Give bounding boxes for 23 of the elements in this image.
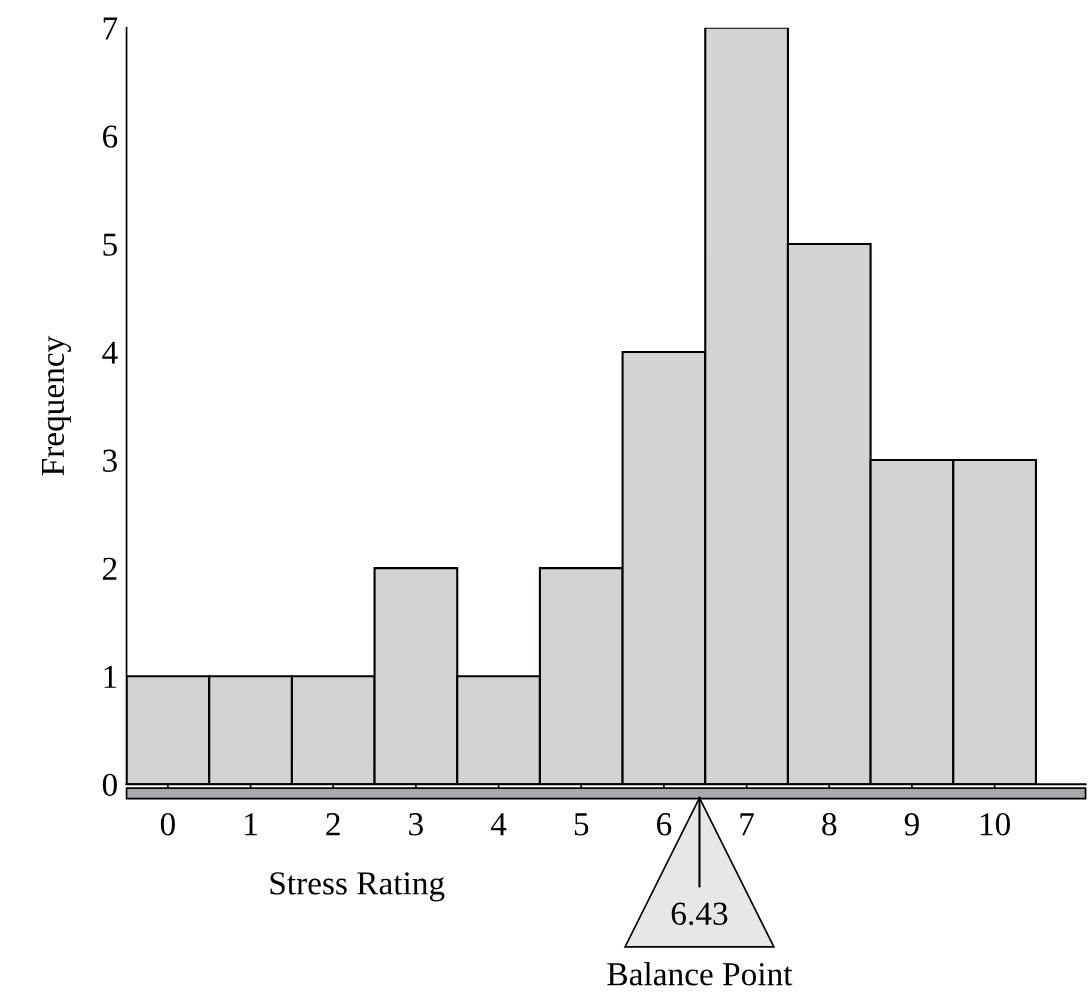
x-tick-label: 1 (245, 813, 257, 836)
x-tick-label: 0 (160, 813, 175, 836)
x-tick-label: 4 (490, 813, 507, 836)
x-tick-label: 10 (980, 813, 1010, 836)
y-tick-label: 5 (103, 233, 117, 256)
x-tick-label: 7 (740, 813, 754, 836)
y-tick-label: 4 (102, 341, 118, 364)
y-tick-label: 2 (103, 557, 117, 580)
y-axis-title: Frequency (41, 335, 71, 476)
ref-line-label: 6.43 (671, 902, 728, 926)
y-tick-label: 6 (102, 125, 118, 148)
x-tick-label: 8 (822, 813, 837, 836)
x-tick-label: 3 (409, 813, 423, 836)
x-tick-label: 2 (326, 813, 340, 836)
y-tick-label: 7 (103, 17, 118, 40)
x-tick-label: 5 (574, 813, 589, 836)
text: Balance Point (607, 962, 793, 986)
x-tick-label: 9 (904, 813, 919, 836)
y-tick-label: 1 (104, 665, 117, 688)
x-tick-label: 6 (657, 813, 672, 836)
y-tick-label: 0 (102, 773, 117, 797)
y-tick-label: 3 (103, 449, 117, 472)
x-axis-title: Stress Rating (270, 872, 445, 902)
